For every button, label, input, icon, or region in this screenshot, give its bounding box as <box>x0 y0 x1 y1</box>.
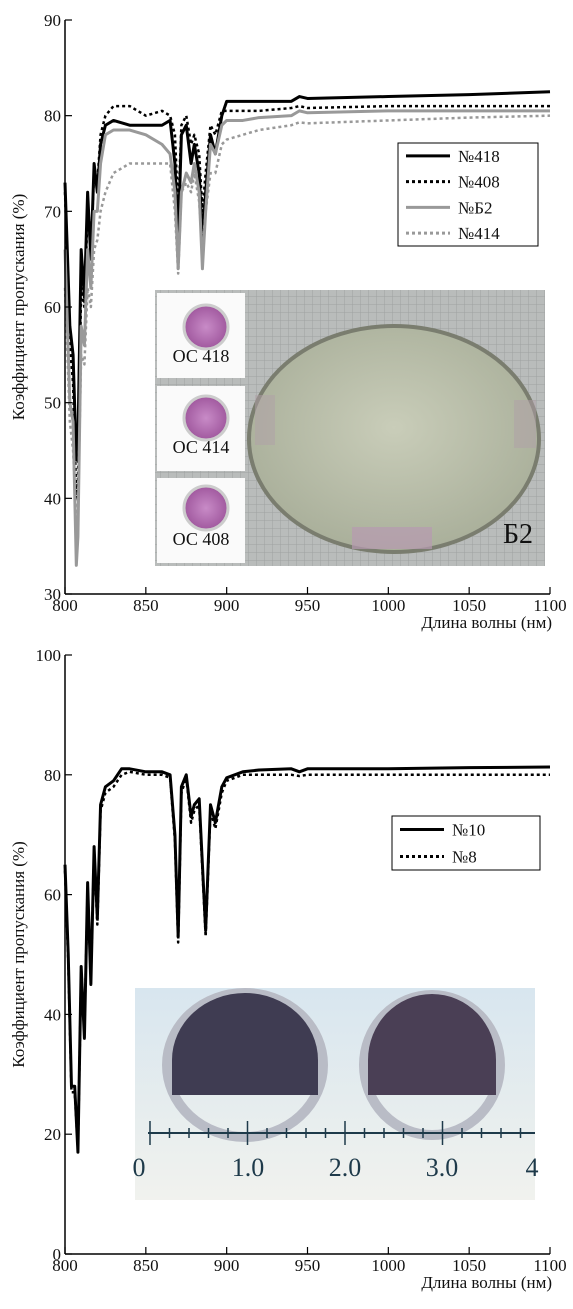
x-tick-label: 1000 <box>371 1256 405 1275</box>
y-tick-label: 0 <box>53 1245 62 1264</box>
inset-label: 2.0 <box>329 1153 362 1182</box>
x-tick-label: 1100 <box>533 596 566 615</box>
photo-inset <box>155 290 545 566</box>
data-line <box>63 770 550 1151</box>
data-line <box>63 114 551 519</box>
x-tick-label: 1050 <box>452 1256 486 1275</box>
photo-inset <box>135 988 535 1200</box>
inset-label: 4 <box>526 1153 539 1182</box>
inset-label: ОС 418 <box>173 346 230 366</box>
x-tick-label: 850 <box>133 596 159 615</box>
legend-label: №414 <box>458 224 500 243</box>
y-axis-label: Коэффициент пропускания (%) <box>9 194 28 420</box>
legend-label: №418 <box>458 147 500 166</box>
data-line <box>63 104 550 500</box>
x-axis-label: Длина волны (нм) <box>421 613 552 632</box>
y-tick-label: 60 <box>44 298 61 317</box>
inset-label: ОС 408 <box>173 529 230 549</box>
y-tick-label: 40 <box>44 489 61 508</box>
y-tick-label: 60 <box>44 886 61 905</box>
inset-label: 0 <box>133 1153 146 1182</box>
y-tick-label: 20 <box>44 1125 61 1144</box>
y-tick-label: 80 <box>44 766 61 785</box>
y-tick-label: 40 <box>44 1005 61 1024</box>
inset-label: ОС 414 <box>173 437 230 457</box>
x-tick-label: 1000 <box>371 596 405 615</box>
y-tick-label: 30 <box>44 585 61 604</box>
x-tick-label: 900 <box>214 596 240 615</box>
x-tick-label: 900 <box>214 1256 240 1275</box>
x-tick-label: 950 <box>295 596 321 615</box>
inset-label: 3.0 <box>426 1153 459 1182</box>
x-tick-label: 800 <box>52 596 78 615</box>
x-tick-label: 950 <box>295 1256 321 1275</box>
legend-box <box>391 815 541 871</box>
x-tick-label: 850 <box>133 1256 159 1275</box>
x-tick-label: 1050 <box>452 596 486 615</box>
x-tick-label: 800 <box>52 1256 78 1275</box>
x-axis-label: Длина волны (нм) <box>421 1273 552 1292</box>
y-tick-label: 90 <box>44 11 61 30</box>
y-axis-label: Коэффициент пропускания (%) <box>9 841 28 1067</box>
y-tick-label: 80 <box>44 107 61 126</box>
legend-box <box>397 142 539 247</box>
legend-label: №Б2 <box>458 198 492 217</box>
y-tick-label: 70 <box>44 202 61 221</box>
y-tick-label: 100 <box>36 646 62 665</box>
legend-label: №10 <box>452 821 485 840</box>
x-tick-label: 1100 <box>533 1256 566 1275</box>
legend-label: №408 <box>458 173 500 192</box>
inset-label: 1.0 <box>232 1153 265 1182</box>
inset-label: Б2 <box>503 519 533 550</box>
legend-label: №8 <box>452 848 477 867</box>
y-tick-label: 50 <box>44 394 61 413</box>
